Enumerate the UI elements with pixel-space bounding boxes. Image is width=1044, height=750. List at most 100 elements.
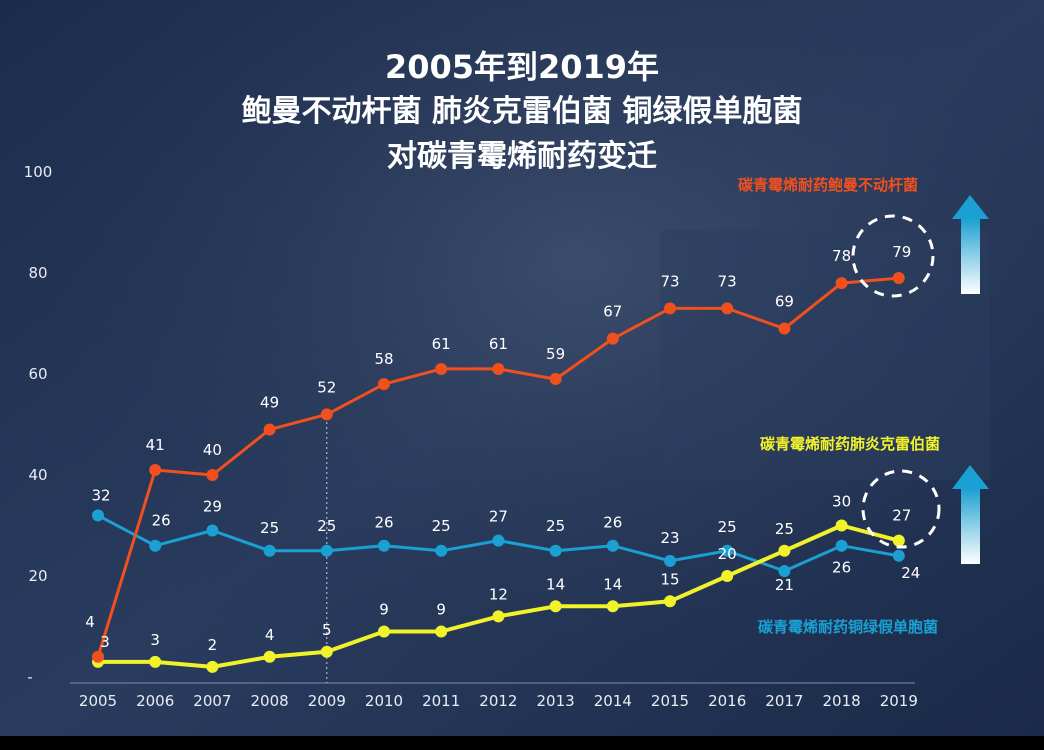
data-label-acinetobacter: 78 (832, 247, 851, 265)
data-point-acinetobacter (721, 302, 734, 315)
data-label-klebsiella: 27 (892, 507, 911, 525)
data-point-pseudomonas (778, 564, 791, 577)
legend-label-acinetobacter: 碳青霉烯耐药鲍曼不动杆菌 (738, 176, 919, 194)
data-label-acinetobacter: 79 (892, 243, 911, 261)
data-point-pseudomonas (435, 544, 448, 557)
x-tick-label: 2008 (251, 692, 289, 710)
data-label-acinetobacter: 61 (489, 335, 508, 353)
y-tick-label: 80 (28, 264, 47, 282)
data-label-acinetobacter: 40 (203, 441, 222, 459)
data-point-pseudomonas (149, 539, 162, 552)
data-label-klebsiella: 12 (489, 585, 508, 603)
data-label-acinetobacter: 59 (546, 345, 565, 363)
data-label-pseudomonas: 26 (603, 514, 622, 532)
x-tick-label: 2015 (651, 692, 689, 710)
data-label-klebsiella: 9 (436, 601, 446, 619)
chart-title-line1: 2005年到2019年 (384, 48, 660, 86)
data-point-acinetobacter (149, 463, 162, 476)
x-tick-label: 2011 (422, 692, 460, 710)
data-label-acinetobacter: 49 (260, 394, 279, 412)
x-tick-label: 2012 (479, 692, 517, 710)
x-tick-label: 2016 (708, 692, 746, 710)
data-label-klebsiella: 25 (775, 520, 794, 538)
y-tick-label: - (27, 668, 32, 686)
data-point-pseudomonas (606, 539, 619, 552)
trend-arrow-up-icon (952, 195, 989, 294)
x-tick-label: 2010 (365, 692, 403, 710)
data-point-acinetobacter (492, 362, 505, 375)
data-point-pseudomonas (320, 544, 333, 557)
chart-title-line3: 对碳青霉烯耐药变迁 (387, 139, 657, 174)
data-label-acinetobacter: 67 (603, 303, 622, 321)
legend-label-klebsiella: 碳青霉烯耐药肺炎克雷伯菌 (760, 435, 941, 453)
data-point-klebsiella (721, 570, 734, 582)
data-point-acinetobacter (892, 272, 905, 285)
data-label-klebsiella: 30 (832, 493, 851, 511)
data-label-pseudomonas: 23 (660, 529, 679, 547)
data-label-klebsiella: 3 (150, 631, 160, 649)
legend-label-pseudomonas: 碳青霉烯耐药铜绿假单胞菌 (758, 618, 939, 636)
data-point-acinetobacter (778, 322, 791, 335)
data-label-pseudomonas: 25 (260, 519, 279, 537)
data-point-klebsiella (263, 650, 276, 663)
data-point-acinetobacter (835, 277, 848, 290)
data-point-pseudomonas (549, 544, 562, 557)
data-point-klebsiella (320, 645, 333, 658)
data-point-acinetobacter (435, 362, 448, 375)
x-tick-label: 2014 (594, 692, 632, 710)
data-point-pseudomonas (492, 534, 505, 547)
data-label-pseudomonas: 25 (432, 517, 451, 535)
data-point-pseudomonas (263, 544, 276, 557)
x-tick-label: 2009 (308, 692, 346, 710)
data-point-klebsiella (206, 660, 219, 673)
data-label-pseudomonas: 26 (374, 514, 393, 532)
chart-title-line2: 鲍曼不动杆菌 肺炎克雷伯菌 铜绿假单胞菌 (241, 94, 803, 129)
data-label-acinetobacter: 73 (718, 272, 737, 290)
data-point-acinetobacter (664, 302, 676, 315)
background-panel (660, 230, 990, 480)
x-tick-label: 2005 (79, 692, 117, 710)
data-label-acinetobacter: 4 (85, 613, 95, 631)
data-point-klebsiella (492, 610, 505, 623)
data-label-klebsiella: 15 (660, 570, 679, 588)
data-point-acinetobacter (378, 378, 390, 391)
data-label-acinetobacter: 41 (146, 436, 165, 454)
data-point-pseudomonas (892, 549, 905, 562)
y-tick-label: 100 (24, 163, 53, 181)
data-label-pseudomonas: 26 (832, 559, 851, 577)
data-point-acinetobacter (606, 332, 619, 345)
data-label-pseudomonas: 25 (718, 518, 737, 536)
data-point-acinetobacter (92, 650, 104, 663)
data-label-acinetobacter: 73 (660, 272, 679, 290)
data-point-acinetobacter (263, 423, 276, 436)
x-tick-label: 2007 (193, 692, 231, 710)
data-point-pseudomonas (378, 539, 390, 552)
data-point-klebsiella (149, 655, 162, 668)
data-label-klebsiella: 3 (100, 633, 110, 651)
data-label-klebsiella: 14 (603, 575, 622, 593)
data-label-pseudomonas: 32 (91, 486, 110, 504)
data-label-klebsiella: 20 (718, 545, 737, 563)
data-point-acinetobacter (549, 373, 562, 386)
data-label-klebsiella: 4 (265, 626, 275, 644)
data-label-acinetobacter: 52 (317, 378, 336, 396)
data-point-pseudomonas (721, 544, 734, 557)
x-tick-label: 2017 (765, 692, 803, 710)
data-label-klebsiella: 14 (546, 575, 565, 593)
highlight-circle-klebsiella (861, 469, 941, 549)
data-label-pseudomonas: 25 (317, 517, 336, 535)
data-point-klebsiella (606, 600, 619, 613)
data-label-acinetobacter: 61 (432, 335, 451, 353)
data-point-pseudomonas (664, 554, 676, 567)
y-tick-label: 60 (28, 365, 47, 383)
data-point-klebsiella (378, 625, 390, 638)
x-tick-label: 2013 (537, 692, 575, 710)
highlight-circle-acinetobacter (851, 214, 935, 298)
data-label-klebsiella: 5 (322, 621, 332, 639)
data-label-pseudomonas: 24 (901, 564, 920, 582)
y-tick-label: 20 (28, 567, 47, 585)
x-tick-label: 2018 (823, 692, 861, 710)
data-label-acinetobacter: 58 (374, 350, 393, 368)
